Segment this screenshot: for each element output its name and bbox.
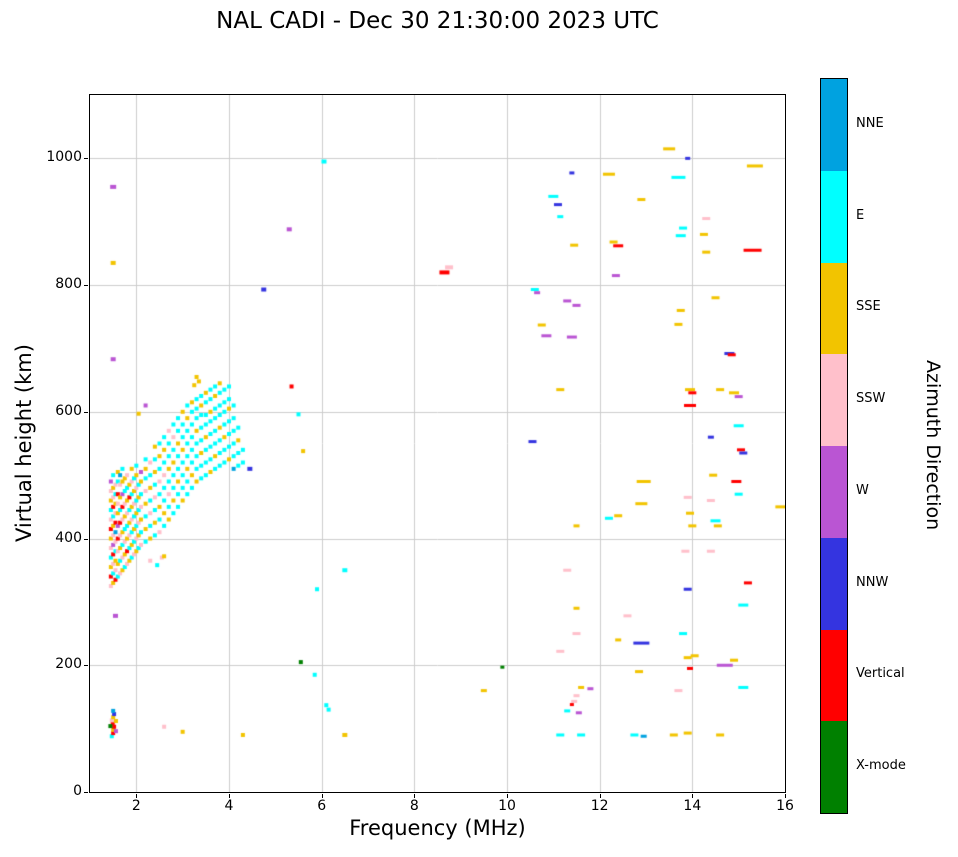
colorbar-segment-x-mode (821, 721, 847, 813)
plot-area (89, 94, 786, 793)
x-tick-mark (692, 794, 694, 798)
scatter-canvas (90, 95, 785, 792)
colorbar-label-w: W (856, 482, 869, 498)
colorbar-label-x-mode: X-mode (856, 758, 906, 774)
y-tick-mark (84, 792, 88, 793)
azimuth-colorbar (820, 78, 848, 814)
x-tick-label: 4 (224, 798, 234, 814)
x-axis-label: Frequency (MHz) (349, 816, 526, 840)
x-tick-label: 12 (590, 798, 609, 814)
colorbar-label-nnw: NNW (856, 574, 889, 590)
chart-title: NAL CADI - Dec 30 21:30:00 2023 UTC (216, 8, 659, 34)
colorbar-title: Azimuth Direction (922, 359, 944, 531)
x-tick-label: 10 (498, 798, 516, 814)
colorbar-segment-ssw (821, 354, 847, 446)
x-tick-label: 6 (317, 798, 327, 814)
x-tick-mark (785, 794, 786, 798)
y-axis-label: Virtual height (km) (12, 344, 36, 543)
y-tick-label: 400 (55, 529, 82, 546)
x-tick-mark (136, 794, 138, 798)
colorbar-label-ssw: SSW (856, 391, 886, 407)
x-tick-label: 2 (131, 798, 141, 814)
x-tick-mark (229, 794, 230, 798)
y-tick-mark (84, 538, 88, 540)
x-tick-mark (599, 794, 601, 798)
colorbar-segment-w (821, 446, 847, 538)
x-tick-label: 8 (409, 798, 419, 814)
x-tick-mark (321, 794, 323, 798)
y-tick-label: 800 (55, 276, 82, 293)
colorbar-segment-vertical (821, 629, 847, 722)
colorbar-label-nne: NNE (856, 115, 884, 131)
y-tick-label: 0 (73, 783, 82, 799)
y-tick-mark (84, 158, 88, 160)
y-tick-mark (84, 285, 88, 287)
x-tick-mark (507, 794, 508, 798)
y-tick-label: 600 (55, 402, 82, 419)
x-tick-label: 14 (683, 798, 702, 814)
colorbar-segment-e (821, 170, 847, 263)
y-tick-label: 200 (55, 656, 82, 673)
colorbar-segment-nnw (821, 537, 847, 630)
y-tick-mark (84, 411, 88, 413)
x-tick-label: 16 (776, 798, 794, 814)
colorbar-label-vertical: Vertical (856, 666, 905, 682)
colorbar-segment-nne (821, 79, 847, 171)
colorbar-label-sse: SSE (856, 299, 881, 315)
y-tick-mark (84, 665, 88, 667)
colorbar-segment-sse (821, 262, 847, 355)
y-tick-label: 1000 (46, 149, 82, 166)
x-tick-mark (414, 794, 416, 798)
colorbar-label-e: E (856, 207, 865, 223)
